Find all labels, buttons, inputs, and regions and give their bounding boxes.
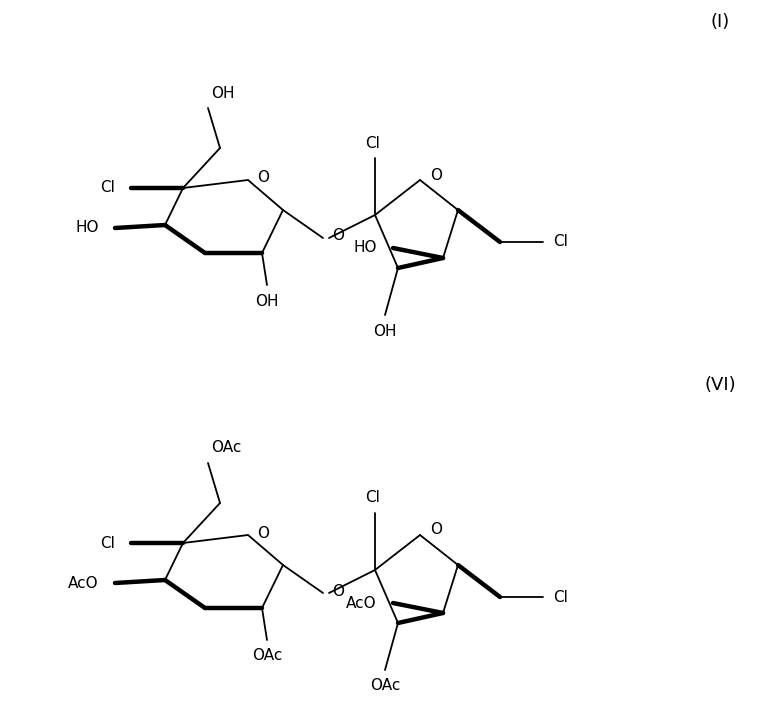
Text: OH: OH	[373, 324, 397, 338]
Text: O: O	[257, 526, 269, 540]
Text: (I): (I)	[710, 13, 730, 31]
Text: O: O	[430, 523, 442, 537]
Text: OAc: OAc	[370, 679, 400, 693]
Text: O: O	[257, 171, 269, 186]
Text: Cl: Cl	[366, 136, 381, 150]
Text: OH: OH	[211, 86, 235, 100]
Text: O: O	[430, 168, 442, 182]
Text: OAc: OAc	[211, 441, 242, 455]
Text: OH: OH	[256, 293, 279, 309]
Text: HO: HO	[76, 221, 99, 235]
Text: HO: HO	[354, 240, 377, 256]
Text: Cl: Cl	[366, 491, 381, 505]
Text: (VI): (VI)	[704, 376, 736, 394]
Text: AcO: AcO	[347, 595, 377, 611]
Text: AcO: AcO	[69, 576, 99, 590]
Text: OAc: OAc	[252, 648, 283, 664]
Text: O: O	[332, 584, 344, 598]
Text: Cl: Cl	[100, 181, 115, 195]
Text: O: O	[332, 229, 344, 243]
Text: Cl: Cl	[554, 234, 568, 250]
Text: Cl: Cl	[100, 536, 115, 550]
Text: Cl: Cl	[554, 590, 568, 605]
